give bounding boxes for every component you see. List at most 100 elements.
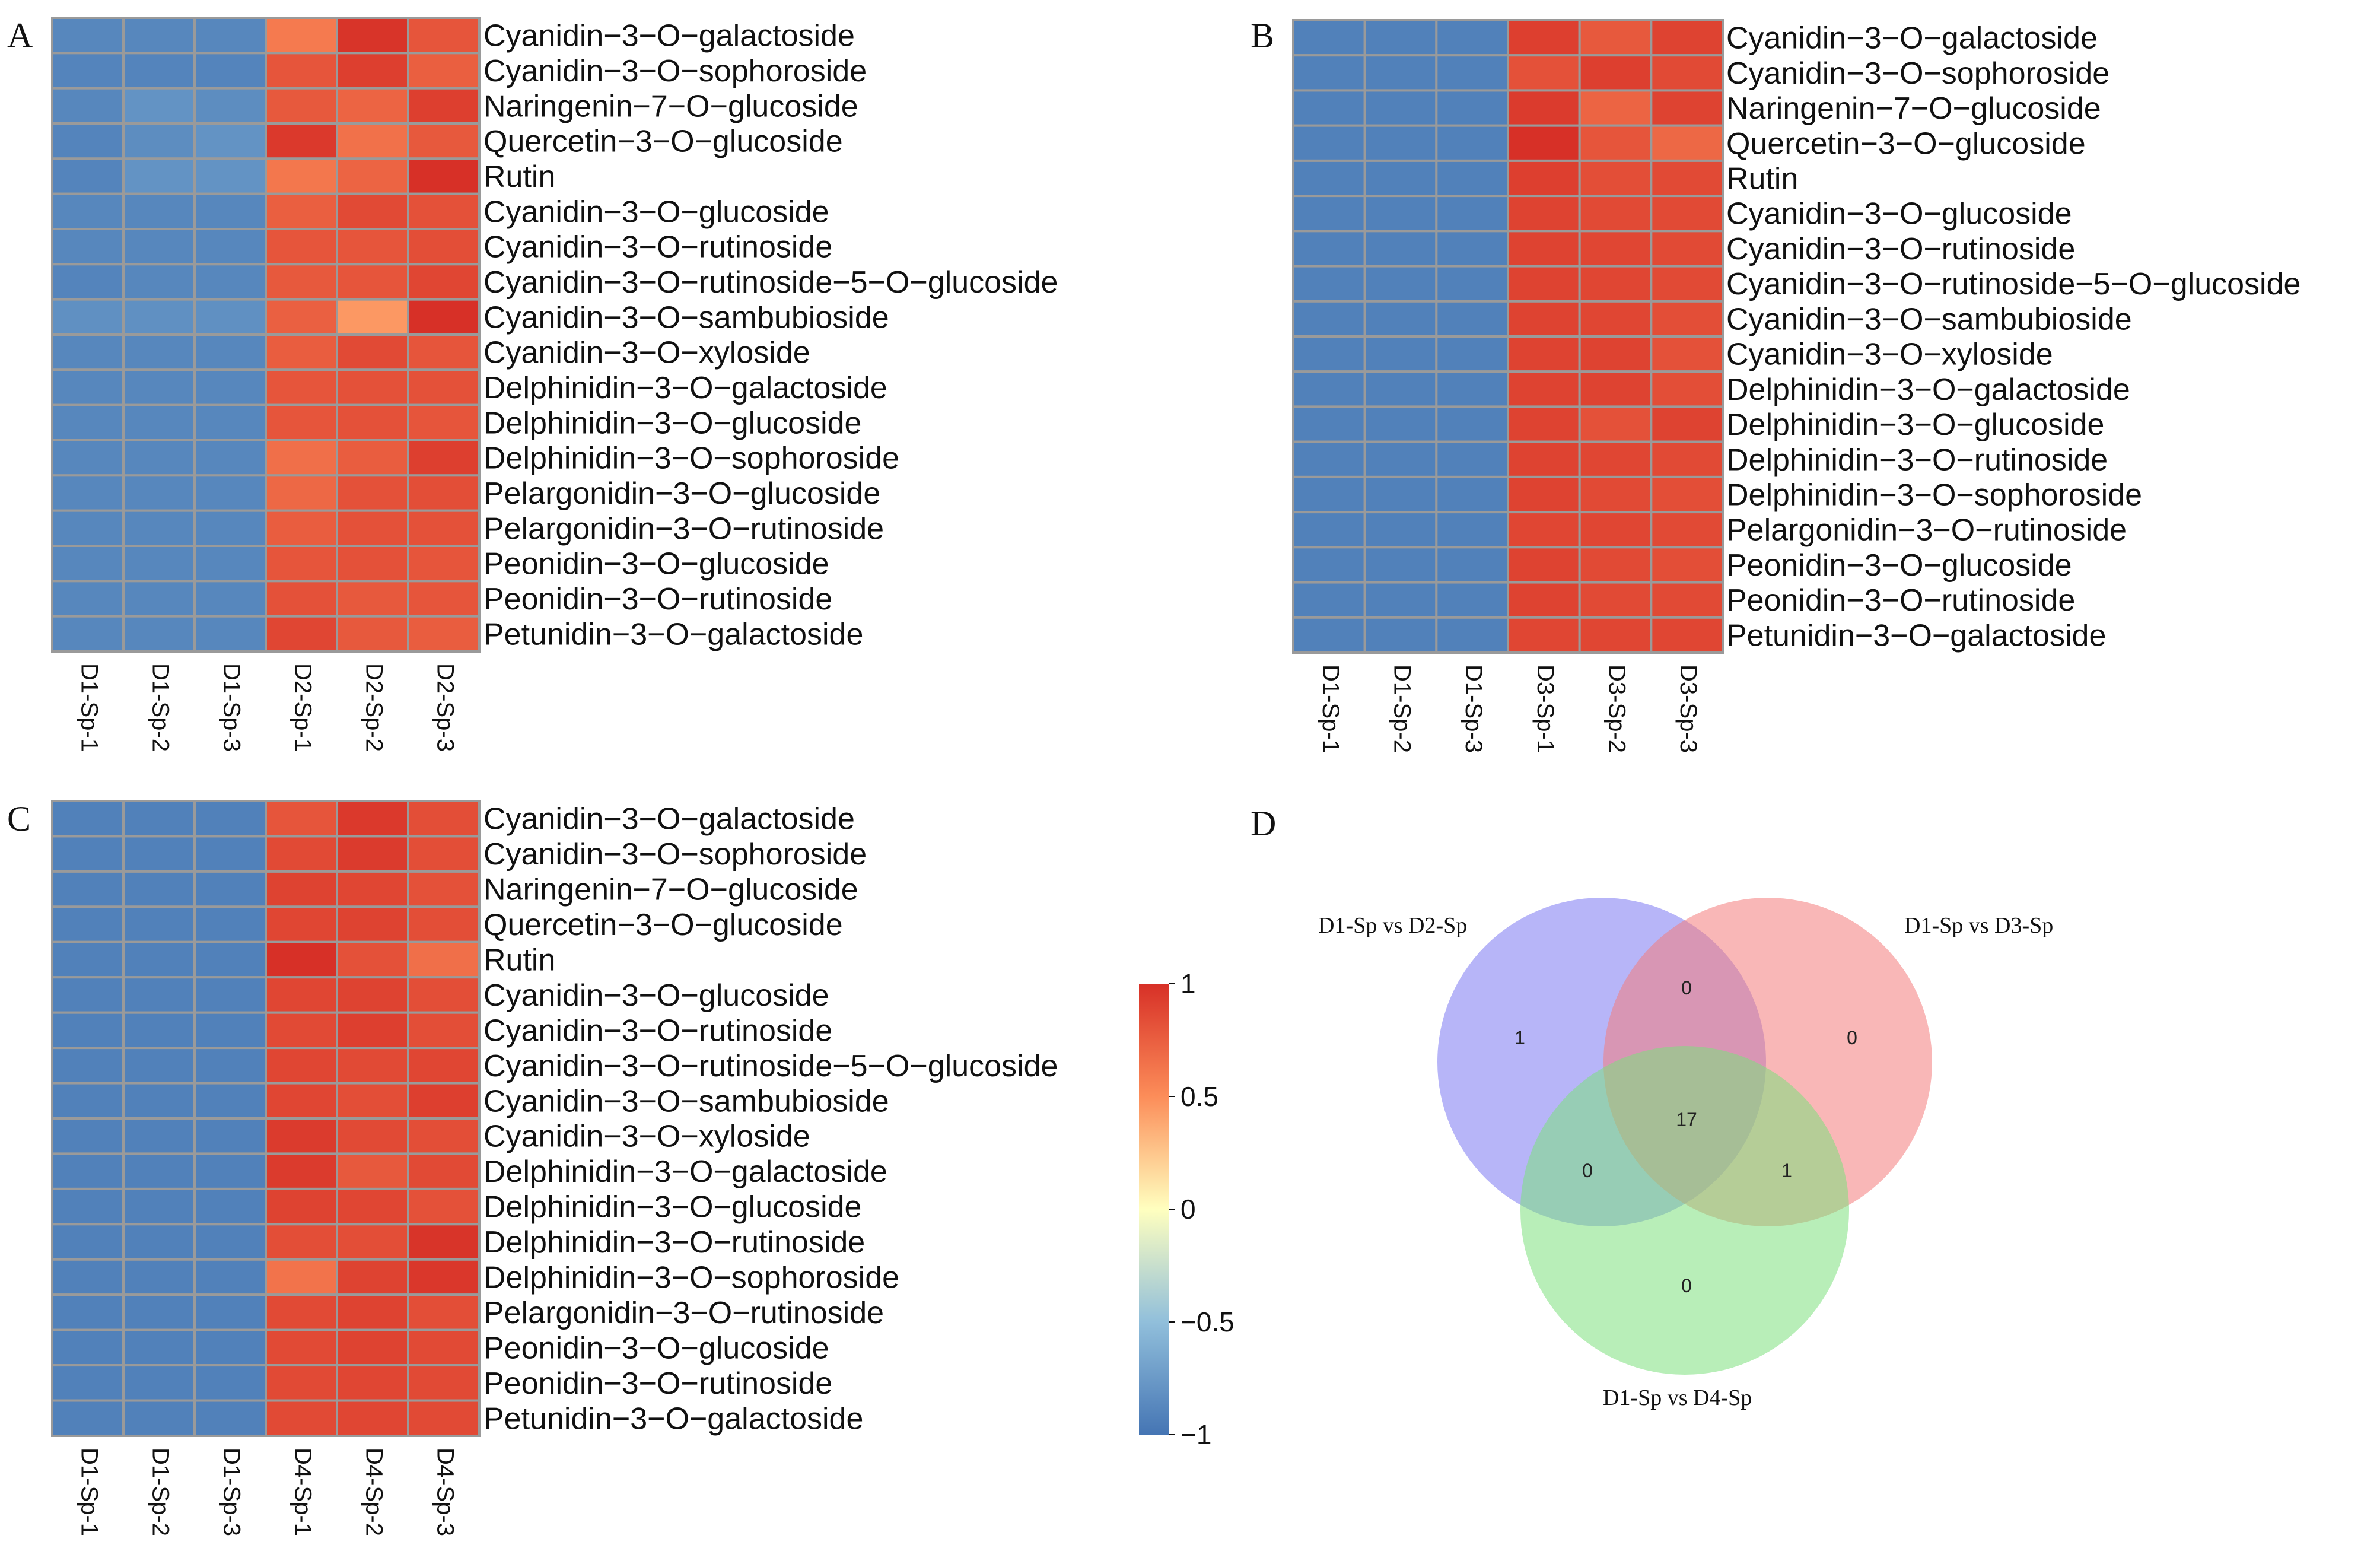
- heatmap-cell: [1507, 19, 1581, 57]
- row-label: Cyanidin−3−O−sophoroside: [483, 54, 867, 88]
- heatmap-cell: [265, 800, 338, 838]
- heatmap-cell: [51, 228, 125, 266]
- heatmap-cell: [336, 615, 409, 653]
- row-label: Peonidin−3−O−rutinoside: [1726, 583, 2075, 618]
- heatmap-cell: [407, 835, 481, 873]
- column-label: D3-Sp-1: [1532, 665, 1558, 753]
- heatmap-cell: [193, 368, 267, 406]
- heatmap-cell: [1435, 300, 1509, 338]
- heatmap-cell: [407, 87, 481, 125]
- heatmap-cell: [51, 580, 125, 618]
- heatmap-cell: [407, 228, 481, 266]
- heatmap-cell: [265, 545, 338, 583]
- heatmap-cell: [1507, 124, 1581, 162]
- venn-set-label-d3: D1-Sp vs D3-Sp: [1904, 913, 2053, 938]
- heatmap-cell: [122, 1152, 196, 1190]
- heatmap-cell: [1292, 581, 1366, 619]
- heatmap-cell: [407, 17, 481, 55]
- heatmap-panel-b: Cyanidin−3−O−galactosideCyanidin−3−O−sop…: [1292, 19, 2301, 753]
- heatmap-cell: [1435, 230, 1509, 268]
- heatmap-cell: [1578, 405, 1653, 443]
- row-label: Peonidin−3−O−rutinoside: [483, 1366, 832, 1401]
- row-label: Delphinidin−3−O−galactoside: [483, 371, 887, 405]
- heatmap-cell: [1578, 89, 1653, 127]
- row-label: Rutin: [1726, 162, 1798, 196]
- heatmap-cell: [51, 87, 125, 125]
- heatmap-cell: [407, 122, 481, 160]
- heatmap-cell: [51, 615, 125, 653]
- heatmap-cell: [1292, 370, 1366, 408]
- heatmap-cell: [1507, 195, 1581, 233]
- heatmap-cell: [122, 615, 196, 653]
- heatmap-cell: [265, 1082, 338, 1120]
- heatmap-cell: [1292, 89, 1366, 127]
- row-label: Pelargonidin−3−O−rutinoside: [1726, 513, 2127, 548]
- heatmap-cell: [265, 1223, 338, 1261]
- heatmap-cell: [1650, 54, 1724, 92]
- heatmap-cell: [336, 1293, 409, 1331]
- heatmap-cell: [51, 192, 125, 230]
- heatmap-cell: [265, 1187, 338, 1226]
- heatmap-cell: [336, 228, 409, 266]
- heatmap-cell: [193, 17, 267, 55]
- heatmap-cell: [407, 940, 481, 979]
- heatmap-cell: [51, 835, 125, 873]
- heatmap-cell: [122, 580, 196, 618]
- heatmap-cell: [193, 1223, 267, 1261]
- heatmap-cell: [51, 439, 125, 477]
- heatmap-cell: [1435, 546, 1509, 584]
- heatmap-cell: [1578, 370, 1653, 408]
- heatmap-cell: [1292, 511, 1366, 549]
- row-label: Rutin: [483, 160, 555, 194]
- heatmap-cell: [336, 439, 409, 477]
- heatmap-cell: [1435, 265, 1509, 303]
- column-label: D4-Sp-3: [432, 1448, 458, 1536]
- heatmap-cell: [265, 1047, 338, 1085]
- heatmap-cell: [265, 1399, 338, 1438]
- heatmap-cell: [1650, 475, 1724, 514]
- heatmap-cell: [1507, 581, 1581, 619]
- heatmap-cell: [336, 1258, 409, 1296]
- heatmap-cell: [265, 368, 338, 406]
- heatmap-cell: [1578, 475, 1653, 514]
- heatmap-cell: [122, 333, 196, 371]
- heatmap-cell: [1507, 370, 1581, 408]
- heatmap-cell: [51, 545, 125, 583]
- heatmap-cell: [122, 976, 196, 1014]
- heatmap-cell: [122, 545, 196, 583]
- heatmap-cell: [336, 263, 409, 301]
- heatmap-cell: [407, 1082, 481, 1120]
- heatmap-cell: [1650, 335, 1724, 373]
- row-label: Quercetin−3−O−glucoside: [483, 908, 843, 942]
- heatmap-cell: [265, 263, 338, 301]
- row-label: Cyanidin−3−O−xyloside: [483, 1120, 810, 1154]
- column-label: D4-Sp-1: [289, 1448, 316, 1536]
- heatmap-cell: [265, 298, 338, 336]
- colorbar-gradient: [1139, 984, 1169, 1435]
- heatmap-cell: [407, 1223, 481, 1261]
- row-label: Naringenin−7−O−glucoside: [483, 873, 858, 907]
- heatmap-cell: [1363, 475, 1438, 514]
- heatmap-cell: [193, 1293, 267, 1331]
- heatmap-cell: [122, 263, 196, 301]
- heatmap-cell: [122, 800, 196, 838]
- heatmap-cell: [51, 1152, 125, 1190]
- heatmap-cell: [336, 87, 409, 125]
- heatmap-cell: [407, 905, 481, 943]
- heatmap-cell: [336, 1187, 409, 1226]
- heatmap-cell: [122, 835, 196, 873]
- venn-diagram: D1-Sp vs D2-Sp D1-Sp vs D3-Sp D1-Sp vs D…: [1318, 898, 2053, 1410]
- heatmap-panel-c: Cyanidin−3−O−galactosideCyanidin−3−O−sop…: [51, 800, 1058, 1536]
- heatmap-cell: [51, 905, 125, 943]
- heatmap-cell: [407, 1399, 481, 1438]
- heatmap-cell: [265, 1293, 338, 1331]
- heatmap-cell: [1363, 511, 1438, 549]
- heatmap-cell: [407, 52, 481, 90]
- heatmap-cell: [1578, 300, 1653, 338]
- heatmap-cell: [1507, 405, 1581, 443]
- heatmap-cell: [265, 1152, 338, 1190]
- row-label: Cyanidin−3−O−rutinoside−5−O−glucoside: [483, 1049, 1058, 1083]
- row-label: Delphinidin−3−O−galactoside: [483, 1155, 887, 1189]
- row-label: Cyanidin−3−O−galactoside: [1726, 21, 2098, 56]
- heatmap-cell: [193, 228, 267, 266]
